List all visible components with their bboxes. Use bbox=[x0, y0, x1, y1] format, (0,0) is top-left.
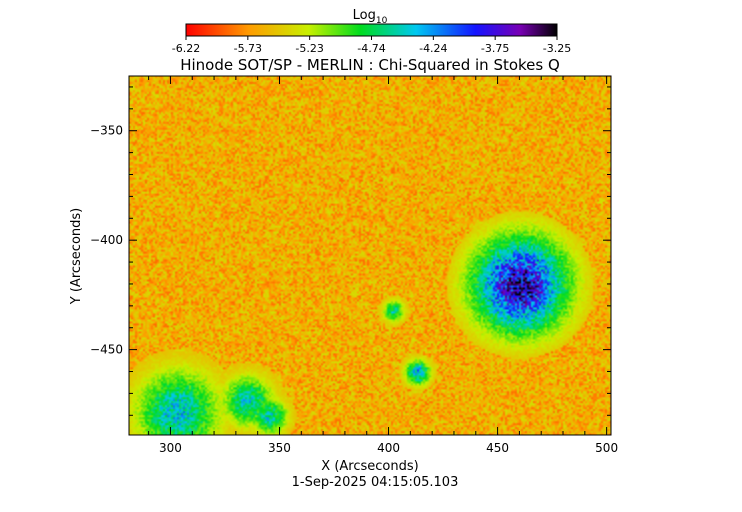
colorbar-ticks: -6.22 -5.73 -5.23 -4.74 -4.24 -3.75 -3.25 bbox=[172, 36, 571, 55]
x-tick-label: 400 bbox=[377, 441, 400, 455]
y-tick-label: −450 bbox=[90, 343, 123, 357]
chart-title: Hinode SOT/SP - MERLIN : Chi-Squared in … bbox=[180, 56, 560, 74]
heatmap-image bbox=[129, 76, 611, 435]
x-axis-label: X (Arcseconds) bbox=[321, 459, 418, 474]
colorbar-tick-label: -5.23 bbox=[295, 42, 323, 55]
colorbar-tick-label: -4.24 bbox=[419, 42, 447, 55]
y-tick-label: −400 bbox=[90, 233, 123, 247]
colorbar-label: Log10 bbox=[353, 8, 388, 26]
plot-frame bbox=[128, 75, 612, 436]
x-tick-label: 350 bbox=[268, 441, 291, 455]
axis-ticks: 300 350 400 450 500 −350 −400 −450 bbox=[90, 76, 618, 455]
colorbar-tick-label: -3.25 bbox=[543, 42, 571, 55]
y-axis-label: Y (Arcseconds) bbox=[69, 208, 84, 305]
colorbar-tick-label: -5.73 bbox=[234, 42, 262, 55]
colorbar-tick-label: -6.22 bbox=[172, 42, 200, 55]
colorbar-tick-label: -4.74 bbox=[357, 42, 385, 55]
colorbar-tick-label: -3.75 bbox=[481, 42, 509, 55]
x-tick-label: 300 bbox=[159, 441, 182, 455]
footer-timestamp: 1-Sep-2025 04:15:05.103 bbox=[292, 475, 459, 490]
y-tick-label: −350 bbox=[90, 124, 123, 138]
x-tick-label: 450 bbox=[486, 441, 509, 455]
x-tick-label: 500 bbox=[595, 441, 618, 455]
colorbar bbox=[185, 23, 558, 37]
